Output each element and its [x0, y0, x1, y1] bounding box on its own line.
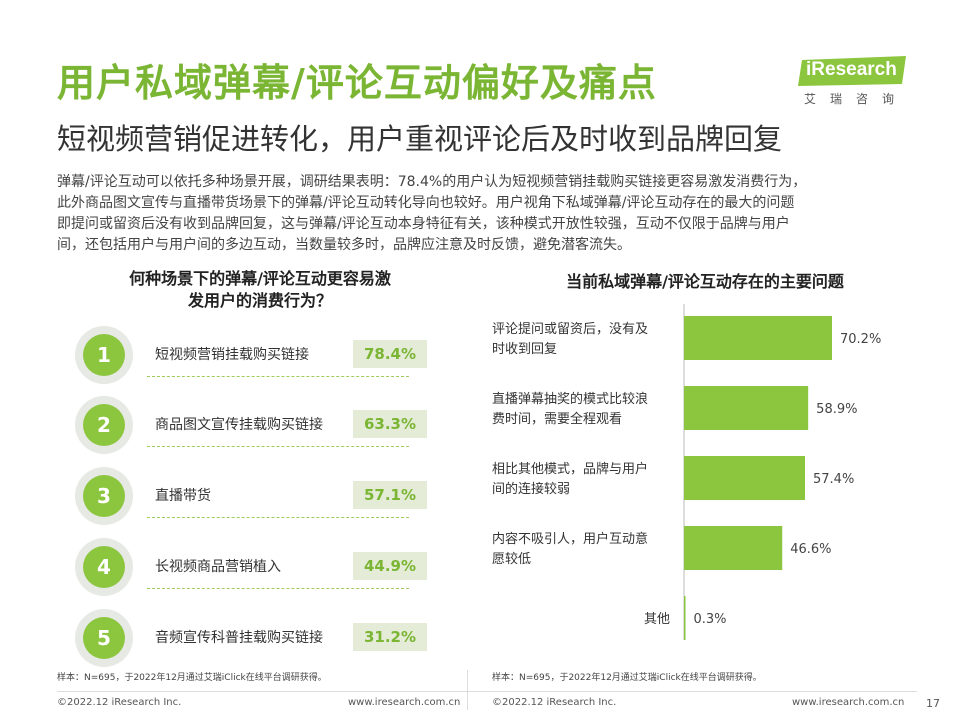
chart-category-label: 时收到回复 — [492, 342, 557, 357]
rank-circle: 4 — [75, 538, 133, 596]
chart-category-label: 相比其他模式，品牌与用户 — [492, 461, 648, 477]
rank-number: 2 — [83, 404, 125, 446]
rank-circle: 5 — [75, 609, 133, 667]
rank-number: 1 — [83, 334, 125, 376]
rank-item: 5 音频宣传科普挂载购买链接 31.2% — [75, 609, 435, 669]
chart-category-label: 评论提问或留资后，没有及 — [492, 321, 648, 337]
chart-value-label: 57.4% — [813, 472, 854, 487]
chart-bar — [684, 456, 806, 500]
rank-divider — [147, 517, 409, 518]
chart-bar — [684, 386, 809, 430]
rank-divider — [147, 376, 409, 377]
rank-number: 3 — [83, 475, 125, 517]
rank-number: 4 — [83, 546, 125, 588]
rank-value: 57.1% — [353, 481, 427, 509]
chart-category-label: 费时间，需要全程观看 — [492, 411, 622, 427]
logo-badge-shape — [798, 56, 906, 86]
left-panel-title-line: 何种场景下的弹幕/评论互动更容易激 — [129, 269, 391, 288]
page-number: 17 — [926, 697, 940, 710]
chart-bar — [684, 596, 686, 640]
rank-label: 商品图文宣传挂载购买链接 — [155, 417, 323, 433]
rank-item: 3 直播带货 57.1% — [75, 467, 435, 527]
rank-circle: 1 — [75, 326, 133, 384]
rank-value: 63.3% — [353, 410, 427, 438]
rank-label: 长视频商品营销植入 — [155, 559, 281, 575]
rank-number: 5 — [83, 617, 125, 659]
chart-category-label: 内容不吸引人，用户互动意 — [492, 531, 648, 547]
footer-divider — [57, 691, 917, 692]
footer-url-left: www.iresearch.com.cn — [348, 697, 461, 708]
rank-label: 短视频营销挂载购买链接 — [155, 347, 309, 363]
chart-bar — [684, 526, 783, 570]
chart-category-label: 间的连接较弱 — [492, 481, 570, 497]
iresearch-logo: iResearch 艾瑞咨询 — [790, 50, 920, 110]
right-sample-note: 样本：N=695，于2022年12月通过艾瑞iClick在线平台调研获得。 — [492, 673, 762, 683]
intro-line: 即提问或留资后没有收到品牌回复，这与弹幕/评论互动本身特征有关，该种模式开放性较… — [57, 216, 790, 232]
rank-value: 78.4% — [353, 340, 427, 368]
chart-value-label: 58.9% — [816, 402, 857, 417]
chart-category-label: 直播弹幕抽奖的模式比较浪 — [492, 391, 648, 407]
left-panel-title: 何种场景下的弹幕/评论互动更容易激 发用户的消费行为？ — [90, 268, 430, 312]
chart-value-label: 0.3% — [694, 612, 727, 627]
rank-circle: 2 — [75, 396, 133, 454]
rank-item: 4 长视频商品营销植入 44.9% — [75, 538, 435, 598]
chart-category-label: 其他 — [644, 612, 670, 627]
rank-divider — [147, 446, 409, 447]
footer-url-right: www.iresearch.com.cn — [792, 697, 905, 708]
rank-value: 44.9% — [353, 552, 427, 580]
chart-value-label: 70.2% — [840, 332, 881, 347]
chart-title: 当前私域弹幕/评论互动存在的主要问题 — [566, 272, 844, 291]
page-title: 用户私域弹幕/评论互动偏好及痛点 — [57, 61, 657, 105]
intro-text: 弹幕/评论互动可以依托多种场景开展，调研结果表明：78.4%的用户认为短视频营销… — [57, 172, 917, 256]
left-panel-title-line: 发用户的消费行为？ — [187, 291, 332, 310]
chart-bar — [684, 316, 832, 360]
rank-item: 1 短视频营销挂载购买链接 78.4% — [75, 326, 435, 386]
left-sample-note: 样本：N=695，于2022年12月通过艾瑞iClick在线平台调研获得。 — [57, 673, 327, 683]
footer-copyright-left: ©2022.12 iResearch Inc. — [57, 697, 182, 708]
rank-circle: 3 — [75, 467, 133, 525]
intro-line: 此外商品图文宣传与直播带货场景下的弹幕/评论互动转化导向也较好。用户视角下私域弹… — [57, 195, 795, 211]
logo-text: iResearch — [806, 59, 897, 80]
intro-line: 弹幕/评论互动可以依托多种场景开展，调研结果表明：78.4%的用户认为短视频营销… — [57, 174, 807, 190]
footer-center-divider — [467, 670, 468, 710]
rank-label: 直播带货 — [155, 488, 211, 504]
chart-category-label: 愿较低 — [492, 552, 531, 567]
rank-value: 31.2% — [353, 623, 427, 651]
intro-line: 间，还包括用户与用户间的多边互动，当数量较多时，品牌应注意及时反馈，避免潜客流失… — [57, 237, 631, 253]
chart-value-label: 46.6% — [790, 542, 831, 557]
rank-item: 2 商品图文宣传挂载购买链接 63.3% — [75, 396, 435, 456]
rank-label: 音频宣传科普挂载购买链接 — [155, 630, 323, 646]
footer-copyright-right: ©2022.12 iResearch Inc. — [492, 697, 617, 708]
page-subtitle: 短视频营销促进转化，用户重视评论后及时收到品牌回复 — [57, 122, 783, 156]
rank-divider — [147, 588, 409, 589]
logo-subtext: 艾瑞咨询 — [804, 92, 909, 106]
